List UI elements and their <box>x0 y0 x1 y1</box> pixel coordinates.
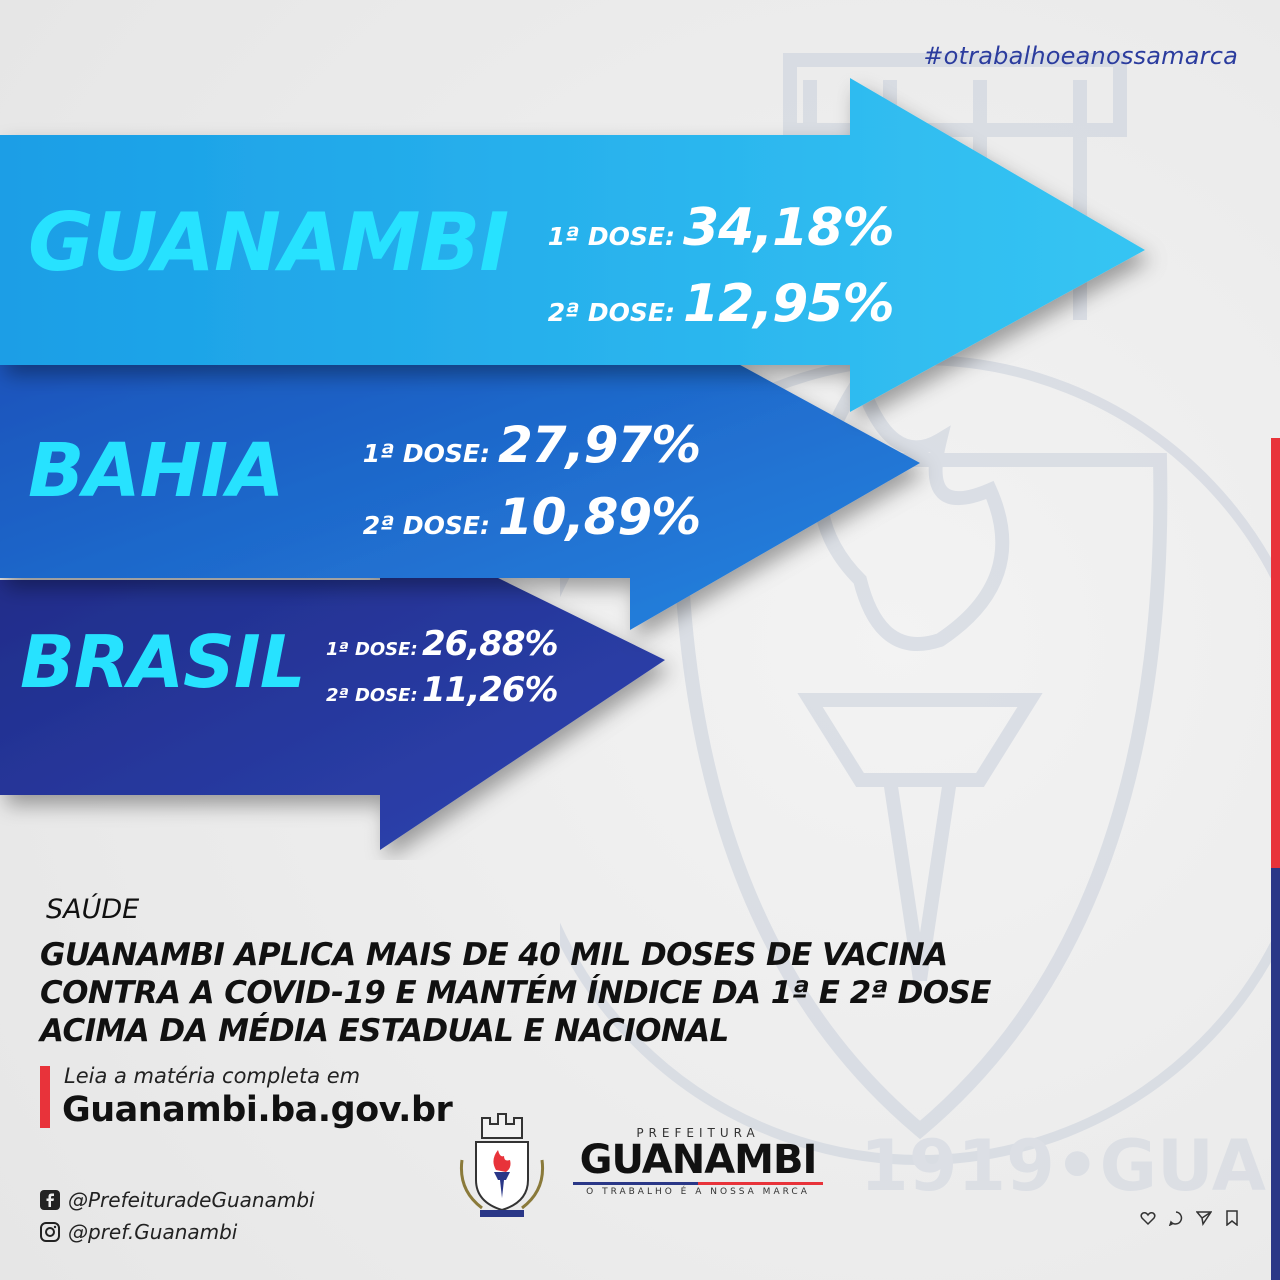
headline-line: GUANAMBI APLICA MAIS DE 40 MIL DOSES DE … <box>40 937 948 973</box>
bahia-dose1: 1ª DOSE: 27,97% <box>356 416 702 474</box>
region-name-guanambi: GUANAMBI <box>28 196 509 289</box>
cta-text: Leia a matéria completa em <box>64 1064 361 1088</box>
dose-value: 27,97% <box>498 416 701 474</box>
guanambi-dose2: 2ª DOSE: 12,95% <box>540 274 895 334</box>
bahia-dose2: 2ª DOSE: 10,89% <box>356 488 702 546</box>
guanambi-dose1: 1ª DOSE: 34,18% <box>540 198 895 258</box>
dose-value: 12,95% <box>683 274 895 334</box>
dose-label: 1ª DOSE: <box>547 222 675 251</box>
dose-label: 1ª DOSE: <box>326 639 418 660</box>
hashtag: #otrabalhoeanossamarca <box>923 42 1238 70</box>
dose-label: 2ª DOSE: <box>326 685 418 706</box>
send-icon[interactable] <box>1196 1210 1212 1226</box>
headline: GUANAMBI APLICA MAIS DE 40 MIL DOSES DE … <box>40 936 1050 1050</box>
svg-text:1919•GUANAMBI•1: 1919•GUANAMBI•1 <box>860 1125 1280 1207</box>
instagram-handle[interactable]: @pref.Guanambi <box>40 1220 237 1244</box>
instagram-handle-text: @pref.Guanambi <box>68 1220 238 1244</box>
brasil-dose2: 2ª DOSE: 11,26% <box>326 670 559 710</box>
headline-line: CONTRA A COVID-19 E MANTÉM ÍNDICE DA 1ª … <box>40 975 991 1011</box>
dose-label: 1ª DOSE: <box>362 439 490 468</box>
brand-top: PREFEITURA <box>636 1126 760 1140</box>
edge-stripe-blue <box>1271 868 1280 1280</box>
brand-tagline: O TRABALHO É A NOSSA MARCA <box>586 1187 810 1197</box>
region-name-bahia: BAHIA <box>28 428 284 514</box>
comment-icon[interactable] <box>1168 1210 1184 1226</box>
dose-label: 2ª DOSE: <box>362 511 490 540</box>
dose-value: 34,18% <box>683 198 895 258</box>
arrow-bahia <box>0 305 920 630</box>
arrow-brasil <box>0 520 665 850</box>
dose-value: 10,89% <box>498 488 701 546</box>
facebook-handle-text: @PrefeituradeGuanambi <box>68 1188 315 1212</box>
facebook-handle[interactable]: @PrefeituradeGuanambi <box>40 1188 315 1212</box>
bookmark-icon[interactable] <box>1224 1210 1240 1226</box>
dose-label: 2ª DOSE: <box>547 298 675 327</box>
dose-value: 11,26% <box>422 670 559 710</box>
facebook-icon <box>40 1190 60 1210</box>
cta-link[interactable]: Guanambi.ba.gov.br <box>62 1090 453 1130</box>
instagram-icon <box>40 1222 60 1242</box>
section-label: SAÚDE <box>46 894 140 925</box>
dose-value: 26,88% <box>422 624 559 664</box>
cta-accent-bar <box>40 1066 50 1128</box>
arrow-guanambi <box>0 78 1145 412</box>
arrows-graphic <box>0 78 1145 850</box>
edge-stripe-red <box>1271 438 1280 868</box>
brand-logo: PREFEITURA GUANAMBI O TRABALHO É A NOSSA… <box>570 1126 826 1197</box>
seal-watermark: 1919•GUANAMBI•1 <box>560 53 1280 1207</box>
headline-line: ACIMA DA MÉDIA ESTADUAL E NACIONAL <box>40 1013 729 1049</box>
city-crest-logo <box>459 1113 545 1217</box>
action-icons <box>1140 1210 1240 1226</box>
heart-icon[interactable] <box>1140 1210 1156 1226</box>
brand-name: GUANAMBI <box>579 1137 818 1183</box>
region-name-brasil: BRASIL <box>20 620 306 704</box>
brasil-dose1: 1ª DOSE: 26,88% <box>326 624 559 664</box>
brand-divider <box>573 1182 823 1185</box>
